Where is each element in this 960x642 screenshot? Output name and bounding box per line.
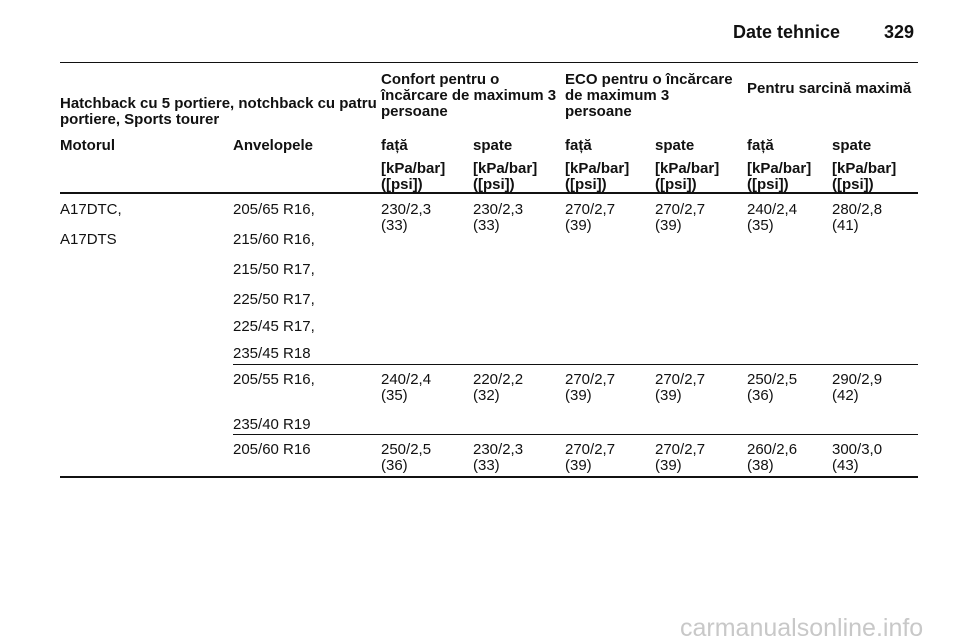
tire-size: 205/65 R16, bbox=[233, 201, 315, 218]
tire-size: 205/55 R16, bbox=[233, 371, 315, 388]
unit-label: ([psi]) bbox=[565, 176, 607, 193]
pressure-value: 230/2,3 bbox=[381, 201, 432, 218]
engine-name: A17DTC, bbox=[60, 201, 122, 218]
group-header: Confort pentru o încărcare de maximum 3 … bbox=[381, 71, 557, 120]
tire-size: 215/50 R17, bbox=[233, 261, 315, 278]
pressure-value: 270/2,7 bbox=[655, 371, 706, 388]
column-header: spate bbox=[655, 137, 695, 154]
pressure-value: (39) bbox=[565, 387, 592, 404]
pressure-value: 280/2,8 bbox=[832, 201, 883, 218]
pressure-value: (35) bbox=[747, 217, 774, 234]
column-header: față bbox=[381, 137, 408, 154]
column-header: față bbox=[747, 137, 774, 154]
rule bbox=[60, 476, 918, 478]
pressure-value: 250/2,5 bbox=[747, 371, 798, 388]
rule bbox=[233, 364, 918, 365]
pressure-value: (39) bbox=[655, 387, 682, 404]
pressure-value: (36) bbox=[747, 387, 774, 404]
rule bbox=[60, 62, 918, 63]
pressure-value: 270/2,7 bbox=[565, 371, 616, 388]
pressure-value: (33) bbox=[381, 217, 408, 234]
unit-label: ([psi]) bbox=[747, 176, 789, 193]
group-header: Pentru sarcină maximă bbox=[747, 80, 912, 97]
pressure-value: (39) bbox=[655, 217, 682, 234]
unit-label: ([psi]) bbox=[655, 176, 697, 193]
pressure-value: 260/2,6 bbox=[747, 441, 798, 458]
tire-size: 205/60 R16 bbox=[233, 441, 311, 458]
page-title: Date tehnice bbox=[733, 22, 841, 42]
column-header: spate bbox=[832, 137, 872, 154]
group-header: ECO pentru o încărcare de maximum 3 pers… bbox=[565, 71, 733, 120]
pressure-value: (41) bbox=[832, 217, 859, 234]
tire-size: 235/45 R18 bbox=[233, 345, 311, 362]
unit-label: ([psi]) bbox=[473, 176, 515, 193]
rule bbox=[60, 192, 918, 194]
pressure-value: 290/2,9 bbox=[832, 371, 883, 388]
pressure-value: 270/2,7 bbox=[565, 201, 616, 218]
column-header: Motorul bbox=[60, 137, 115, 154]
pressure-value: 230/2,3 bbox=[473, 441, 524, 458]
pressure-value: (39) bbox=[565, 457, 592, 474]
pressure-value: 240/2,4 bbox=[747, 201, 798, 218]
unit-label: [kPa/bar] bbox=[655, 160, 720, 177]
tire-size: 235/40 R19 bbox=[233, 416, 311, 433]
unit-label: [kPa/bar] bbox=[473, 160, 538, 177]
unit-label: [kPa/bar] bbox=[565, 160, 630, 177]
pressure-value: 230/2,3 bbox=[473, 201, 524, 218]
pressure-value: (33) bbox=[473, 217, 500, 234]
unit-label: [kPa/bar] bbox=[381, 160, 446, 177]
rule bbox=[233, 434, 918, 435]
column-header: Anvelopele bbox=[233, 137, 314, 154]
column-header: spate bbox=[473, 137, 513, 154]
engine-name: A17DTS bbox=[60, 231, 117, 248]
pressure-value: 270/2,7 bbox=[655, 201, 706, 218]
pressure-value: 240/2,4 bbox=[381, 371, 432, 388]
pressure-value: 270/2,7 bbox=[655, 441, 706, 458]
pressure-value: (33) bbox=[473, 457, 500, 474]
pressure-value: (36) bbox=[381, 457, 408, 474]
pressure-value: (42) bbox=[832, 387, 859, 404]
pressure-value: (39) bbox=[565, 217, 592, 234]
watermark: carmanualsonline.info bbox=[680, 614, 924, 642]
pressure-value: (39) bbox=[655, 457, 682, 474]
unit-label: [kPa/bar] bbox=[832, 160, 897, 177]
tire-size: 215/60 R16, bbox=[233, 231, 315, 248]
pressure-value: 270/2,7 bbox=[565, 441, 616, 458]
pressure-value: 300/3,0 bbox=[832, 441, 883, 458]
page-number: 329 bbox=[884, 22, 915, 42]
unit-label: ([psi]) bbox=[832, 176, 874, 193]
unit-label: ([psi]) bbox=[381, 176, 423, 193]
pressure-value: (32) bbox=[473, 387, 500, 404]
pressure-value: (38) bbox=[747, 457, 774, 474]
unit-label: [kPa/bar] bbox=[747, 160, 812, 177]
pressure-value: 220/2,2 bbox=[473, 371, 524, 388]
tire-size: 225/50 R17, bbox=[233, 291, 315, 308]
pressure-value: 250/2,5 bbox=[381, 441, 432, 458]
column-header: față bbox=[565, 137, 592, 154]
group-header: Hatchback cu 5 portiere, notchback cu pa… bbox=[60, 95, 377, 128]
pressure-value: (35) bbox=[381, 387, 408, 404]
tire-size: 225/45 R17, bbox=[233, 318, 315, 335]
pressure-value: (43) bbox=[832, 457, 859, 474]
